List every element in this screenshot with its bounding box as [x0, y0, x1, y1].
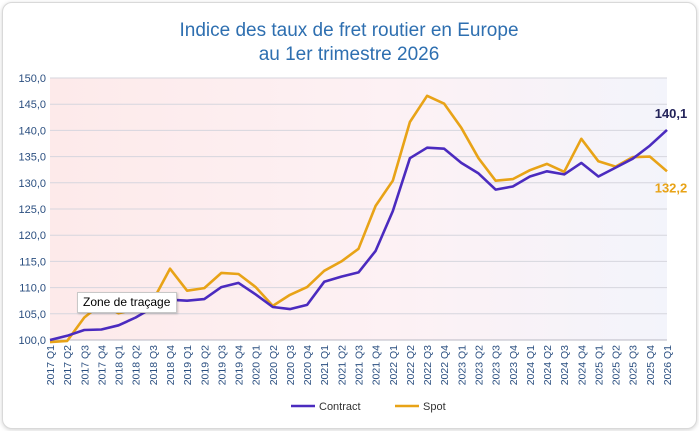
x-tick-label: 2021 Q2 — [336, 345, 348, 385]
y-tick-label: 125,0 — [18, 204, 46, 216]
x-tick-label: 2025 Q1 — [593, 345, 605, 385]
end-label-contract: 140,1 — [655, 106, 688, 121]
plot-area-tooltip: Zone de traçage — [77, 292, 178, 313]
y-tick-label: 110,0 — [19, 283, 46, 295]
x-tick-label: 2025 Q3 — [628, 345, 640, 385]
x-tick-label: 2021 Q3 — [354, 345, 366, 385]
y-tick-label: 140,0 — [18, 125, 46, 137]
x-tick-label: 2017 Q1 — [45, 345, 57, 385]
x-tick-label: 2024 Q1 — [525, 345, 537, 385]
x-tick-label: 2023 Q2 — [473, 345, 485, 385]
y-tick-label: 105,0 — [18, 309, 46, 321]
y-tick-label: 100,0 — [18, 335, 46, 347]
x-tick-label: 2018 Q3 — [148, 345, 160, 385]
x-tick-label: 2019 Q4 — [234, 345, 246, 385]
x-tick-label: 2026 Q1 — [662, 345, 674, 385]
x-tick-label: 2017 Q3 — [79, 345, 91, 385]
x-tick-label: 2020 Q2 — [268, 345, 280, 385]
x-tick-label: 2022 Q2 — [405, 345, 417, 385]
x-tick-label: 2022 Q1 — [388, 345, 400, 385]
x-tick-label: 2019 Q3 — [216, 345, 228, 385]
x-tick-label: 2024 Q2 — [542, 345, 554, 385]
x-tick-label: 2017 Q2 — [62, 345, 74, 385]
x-tick-label: 2020 Q3 — [285, 345, 297, 385]
end-labels: 140,1 132,2 — [655, 106, 688, 195]
x-tick-label: 2021 Q1 — [319, 345, 331, 385]
x-tick-label: 2023 Q1 — [456, 345, 468, 385]
x-tick-label: 2018 Q1 — [114, 345, 126, 385]
x-tick-label: 2018 Q4 — [165, 345, 177, 385]
x-tick-label: 2018 Q2 — [131, 345, 143, 385]
x-tick-label: 2019 Q2 — [199, 345, 211, 385]
x-tick-label: 2025 Q2 — [611, 345, 623, 385]
x-axis: 2017 Q1 2017 Q2 2017 Q3 2017 Q4 2018 Q1 2018 … — [45, 345, 674, 385]
y-tick-label: 120,0 — [18, 230, 46, 242]
x-tick-label: 2022 Q4 — [439, 345, 451, 385]
x-tick-label: 2023 Q3 — [491, 345, 503, 385]
y-axis: 100,0 105,0 110,0 115,0 120,0 125,0 130,0 135,0… — [18, 73, 46, 347]
gridlines — [50, 77, 667, 341]
x-tick-label: 2020 Q4 — [302, 345, 314, 385]
legend[interactable]: Contract Spot — [291, 401, 446, 413]
x-tick-label: 2025 Q4 — [645, 345, 657, 385]
end-label-spot: 132,2 — [655, 180, 688, 195]
legend-label-spot[interactable]: Spot — [423, 401, 446, 413]
chart-title-line-1: Indice des taux de fret routier en Europ… — [179, 20, 518, 41]
x-tick-label: 2024 Q3 — [559, 345, 571, 385]
x-tick-label: 2022 Q3 — [422, 345, 434, 385]
x-tick-label: 2020 Q1 — [251, 345, 263, 385]
x-tick-label: 2019 Q1 — [182, 345, 194, 385]
y-tick-label: 145,0 — [18, 99, 46, 111]
x-tick-label: 2024 Q4 — [576, 345, 588, 385]
line-chart: Indice des taux de fret routier en Europ… — [18, 20, 688, 413]
y-tick-label: 150,0 — [18, 73, 46, 85]
x-tick-label: 2023 Q4 — [508, 345, 520, 385]
x-tick-label: 2021 Q4 — [371, 345, 383, 385]
x-tick-label: 2017 Q4 — [96, 345, 108, 385]
y-tick-label: 115,0 — [19, 256, 46, 268]
y-tick-label: 130,0 — [18, 178, 46, 190]
chart-title-line-2: au 1er trimestre 2026 — [259, 44, 440, 65]
y-tick-label: 135,0 — [18, 152, 46, 164]
legend-label-contract[interactable]: Contract — [319, 401, 361, 413]
